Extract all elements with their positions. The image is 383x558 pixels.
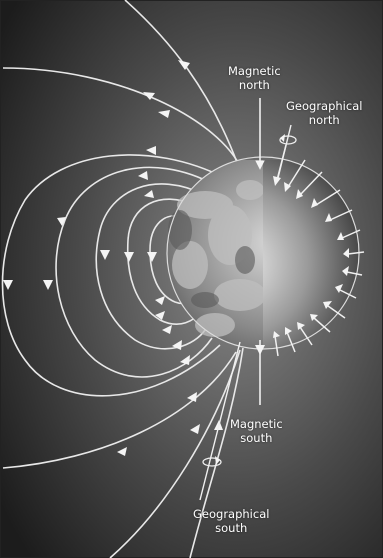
arrowhead-icon bbox=[43, 280, 53, 290]
arrowhead-icon bbox=[144, 190, 154, 198]
geographical-north-label-line2: north bbox=[308, 113, 340, 127]
inward-field-arrowheads bbox=[273, 176, 349, 338]
geographical-south-label: Geographical south bbox=[193, 507, 269, 535]
rotation-arrow-icon bbox=[202, 457, 222, 467]
geographic-axis-bottom bbox=[199, 341, 241, 501]
field-line bbox=[109, 349, 241, 558]
field-line bbox=[2, 67, 243, 171]
arrowhead-icon bbox=[187, 392, 197, 402]
field-line bbox=[126, 198, 201, 325]
magnetic-north-label-line1: Magnetic bbox=[228, 64, 281, 78]
arrowhead-icon bbox=[180, 355, 190, 365]
inward-field-arrows bbox=[274, 144, 365, 357]
arrowhead-icon bbox=[3, 280, 13, 290]
arrowhead-icon bbox=[158, 110, 170, 118]
magnetic-south-label: Magnetic south bbox=[230, 417, 283, 445]
geographical-north-label-line1: Geographical bbox=[286, 99, 363, 113]
arrowhead-icon bbox=[146, 146, 156, 155]
geographical-south-label-line1: Geographical bbox=[193, 507, 270, 521]
arrowhead-icon bbox=[147, 252, 157, 262]
magnetic-north-label: Magnetic north bbox=[228, 64, 281, 92]
arrowhead-icon bbox=[178, 60, 190, 70]
arrowhead-icon bbox=[143, 92, 155, 100]
field-line bbox=[124, 0, 239, 166]
field-line bbox=[55, 166, 216, 378]
arrowhead-icon bbox=[155, 296, 165, 305]
magnetic-south-label-line2: south bbox=[240, 431, 273, 445]
arrowhead-icon bbox=[124, 252, 134, 262]
arrowhead-icon bbox=[255, 345, 265, 355]
rotation-arrow-icon bbox=[279, 135, 297, 145]
field-line bbox=[1, 154, 226, 397]
magnetic-north-label-line2: north bbox=[238, 78, 270, 92]
earth-globe bbox=[166, 156, 360, 350]
arrowhead-icon bbox=[138, 171, 148, 180]
arrowhead-icon bbox=[57, 217, 66, 226]
field-line bbox=[95, 183, 206, 350]
arrowhead-icon bbox=[155, 311, 165, 320]
arrowhead-icon bbox=[215, 456, 220, 465]
geographical-south-label-line2: south bbox=[215, 521, 248, 535]
field-arrows bbox=[3, 60, 223, 456]
arrowhead-icon bbox=[172, 340, 182, 350]
arrowhead-icon bbox=[280, 134, 285, 142]
magnetic-south-label-line1: Magnetic bbox=[230, 417, 283, 431]
geographical-north-label: Geographical north bbox=[286, 99, 362, 127]
arrowhead-icon bbox=[100, 250, 110, 260]
field-line bbox=[2, 351, 237, 469]
arrowhead-icon bbox=[117, 447, 127, 456]
arrowhead-icon bbox=[162, 325, 172, 334]
arrowhead-icon bbox=[190, 424, 200, 434]
field-line bbox=[189, 347, 244, 558]
